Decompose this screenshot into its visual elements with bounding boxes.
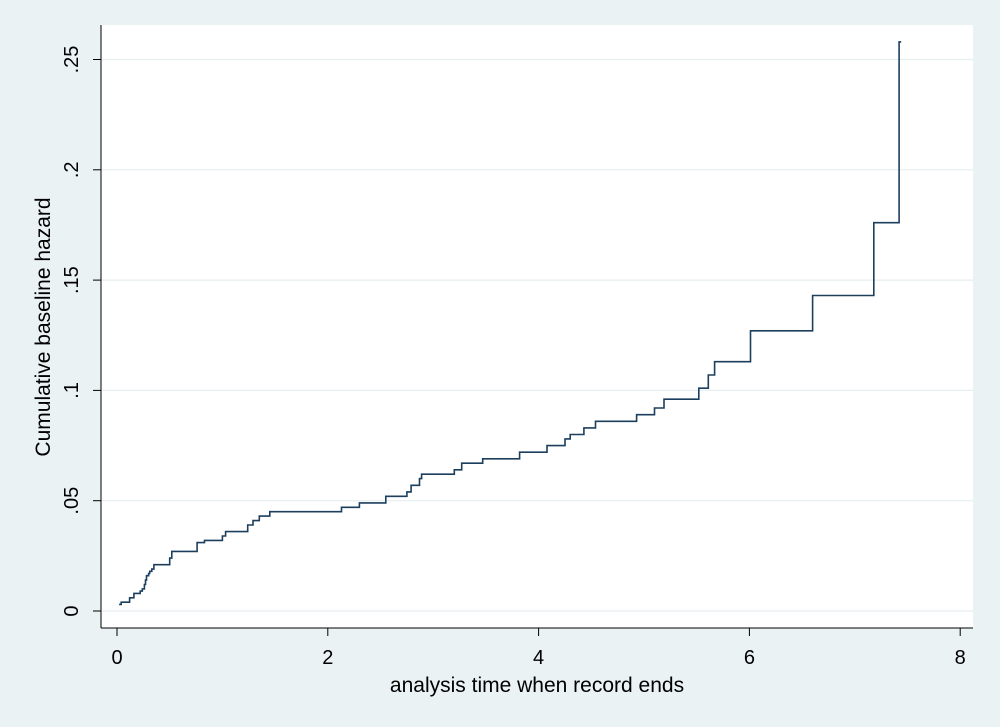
y-tick-label: .1 [61,382,83,399]
y-tick-label: .15 [61,266,83,294]
cumulative-hazard-step-line [119,41,902,606]
y-tick-label: .05 [61,487,83,515]
x-tick-label: 4 [533,647,544,669]
y-tick-label: .2 [61,161,83,178]
x-tick-label: 2 [322,647,333,669]
x-tick-label: 8 [955,647,966,669]
grid-lines [101,58,973,612]
y-axis-title: Cumulative baseline hazard [32,197,55,456]
x-ticks: 0 2 4 6 8 [111,628,966,669]
x-axis-title: analysis time when record ends [390,674,684,697]
y-tick-label: .25 [61,46,83,74]
axes [100,25,973,629]
plot-area [101,25,973,628]
y-ticks: 0 .05 .1 .15 .2 .25 [61,46,101,617]
x-tick-label: 0 [111,647,122,669]
y-tick-label: 0 [61,605,83,616]
x-tick-label: 6 [744,647,755,669]
